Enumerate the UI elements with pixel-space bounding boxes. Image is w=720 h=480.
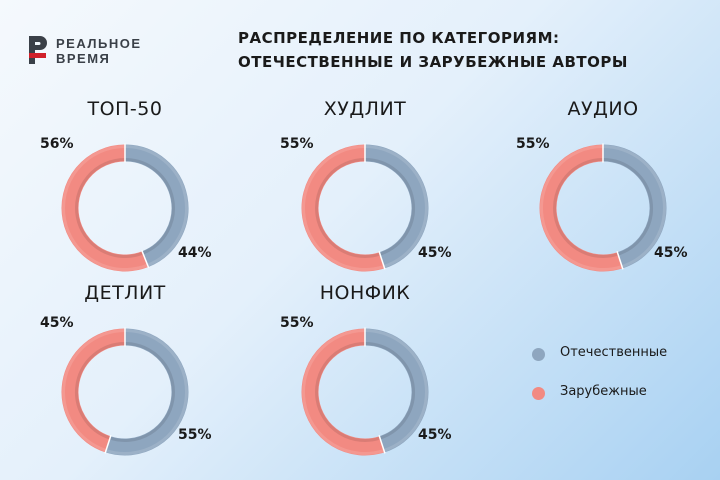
foreign-percent-label: 55% bbox=[516, 136, 550, 152]
foreign-percent-label: 55% bbox=[280, 315, 314, 331]
brand-logo-icon bbox=[29, 36, 47, 64]
foreign-percent-label: 45% bbox=[40, 315, 74, 331]
segment-divider bbox=[378, 435, 386, 454]
chart-title: НОНФИК bbox=[319, 282, 411, 304]
domestic-segment bbox=[364, 144, 429, 269]
domestic-segment-inner-shade bbox=[364, 342, 415, 440]
foreign-segment bbox=[539, 144, 623, 272]
domestic-percent-label: 45% bbox=[418, 427, 452, 443]
segment-divider bbox=[378, 251, 386, 270]
domestic-percent-label: 45% bbox=[654, 245, 688, 261]
legend-swatch-foreign bbox=[532, 387, 545, 400]
donut-chart-detlit: ДЕТЛИТ 45% 55% bbox=[0, 282, 250, 472]
foreign-segment-inner-shade bbox=[315, 342, 381, 442]
segment-divider bbox=[104, 435, 112, 454]
domestic-segment-inner-shade bbox=[364, 158, 415, 256]
domestic-segment-inner-shade bbox=[124, 158, 175, 255]
foreign-segment-inner-shade bbox=[315, 158, 381, 258]
legend-label-foreign: Зарубежные bbox=[560, 384, 647, 399]
brand-name-line-2: ВРЕМЯ bbox=[56, 51, 111, 66]
brand-logo: РЕАЛЬНОЕ ВРЕМЯ bbox=[26, 34, 166, 68]
domestic-segment-outer-highlight bbox=[364, 329, 428, 452]
foreign-segment bbox=[61, 144, 149, 272]
foreign-segment-outer-highlight bbox=[301, 329, 385, 455]
foreign-segment-inner-shade bbox=[75, 158, 144, 258]
domestic-segment bbox=[602, 144, 667, 269]
segment-divider bbox=[616, 251, 624, 270]
domestic-segment-outer-highlight bbox=[105, 329, 189, 455]
foreign-segment bbox=[301, 328, 385, 456]
donut-svg bbox=[301, 327, 429, 456]
donut-chart-audio: АУДИО 55% 45% bbox=[478, 98, 720, 288]
donut-chart-hudlit: ХУДЛИТ 55% 45% bbox=[240, 98, 490, 288]
foreign-percent-label: 55% bbox=[280, 136, 314, 152]
domestic-percent-label: 55% bbox=[178, 427, 212, 443]
foreign-segment-outer-highlight bbox=[62, 329, 126, 452]
domestic-segment-inner-shade bbox=[109, 342, 175, 442]
domestic-segment-outer-highlight bbox=[364, 145, 428, 268]
foreign-segment-outer-highlight bbox=[301, 145, 385, 271]
domestic-segment bbox=[364, 328, 429, 453]
foreign-segment bbox=[301, 144, 385, 272]
domestic-percent-label: 44% bbox=[178, 245, 212, 261]
foreign-percent-label: 56% bbox=[40, 136, 74, 152]
foreign-segment-inner-shade bbox=[553, 158, 619, 258]
domestic-segment-outer-highlight bbox=[124, 145, 188, 267]
brand-name-line-1: РЕАЛЬНОЕ bbox=[56, 36, 142, 51]
donut-svg bbox=[301, 143, 429, 272]
domestic-segment bbox=[124, 144, 189, 268]
donut-chart-nonfik: НОНФИК 55% 45% bbox=[240, 282, 490, 472]
legend-label-domestic: Отечественные bbox=[560, 345, 668, 360]
brand-name: РЕАЛЬНОЕ ВРЕМЯ bbox=[56, 36, 142, 66]
foreign-segment-inner-shade bbox=[75, 342, 126, 440]
segment-divider bbox=[141, 250, 150, 269]
domestic-segment bbox=[105, 328, 189, 456]
foreign-segment-outer-highlight bbox=[539, 145, 623, 271]
domestic-segment-outer-highlight bbox=[602, 145, 666, 268]
donut-chart-top50: ТОП-50 56% 44% bbox=[0, 98, 250, 288]
page-title: РАСПРЕДЕЛЕНИЕ ПО КАТЕГОРИЯМ: ОТЕЧЕСТВЕНН… bbox=[238, 26, 628, 74]
donut-svg bbox=[61, 143, 189, 272]
page-title-line-2: ОТЕЧЕСТВЕННЫЕ И ЗАРУБЕЖНЫЕ АВТОРЫ bbox=[238, 53, 628, 71]
foreign-segment-outer-highlight bbox=[62, 145, 149, 271]
chart-title: ДЕТЛИТ bbox=[84, 282, 166, 304]
domestic-segment-inner-shade bbox=[602, 158, 653, 256]
chart-title: ХУДЛИТ bbox=[323, 98, 407, 120]
foreign-segment bbox=[61, 328, 126, 453]
chart-title: АУДИО bbox=[567, 98, 639, 120]
legend-swatch-domestic bbox=[532, 348, 545, 361]
page-title-line-1: РАСПРЕДЕЛЕНИЕ ПО КАТЕГОРИЯМ: bbox=[238, 29, 560, 47]
domestic-percent-label: 45% bbox=[418, 245, 452, 261]
donut-svg bbox=[539, 143, 667, 272]
chart-title: ТОП-50 bbox=[87, 98, 163, 120]
donut-svg bbox=[61, 327, 189, 456]
